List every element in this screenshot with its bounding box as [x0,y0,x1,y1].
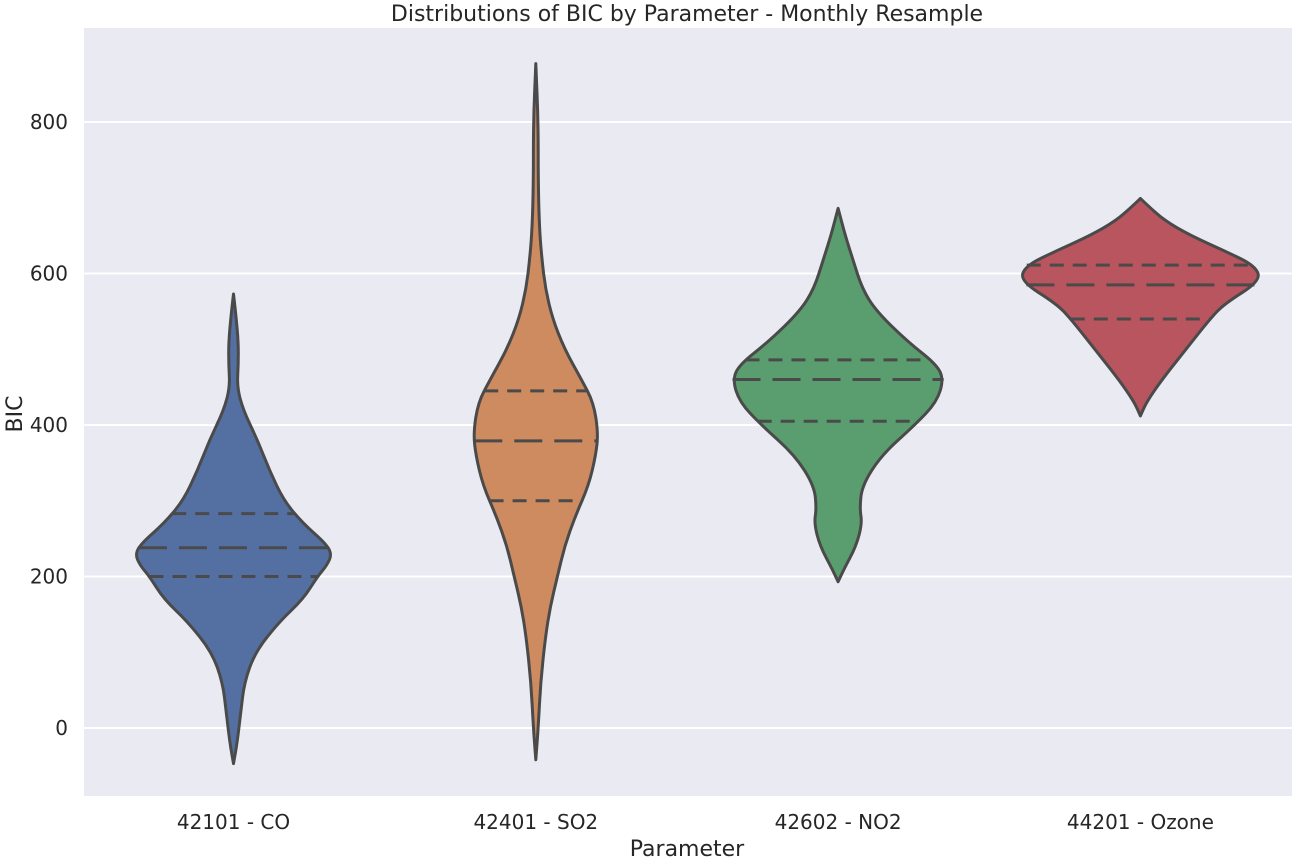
y-tick-label-0: 0 [55,716,68,740]
violin-3 [1021,197,1260,418]
violins [135,62,1260,766]
x-tick-label-0: 42101 - CO [177,810,290,834]
violin-body-3 [1021,197,1260,418]
x-tick-label-3: 44201 - Ozone [1067,810,1214,834]
x-tick-labels: 42101 - CO 42401 - SO2 42602 - NO2 44201 - … [177,810,1214,834]
y-tick-label-400: 400 [30,413,68,437]
y-tick-label-600: 600 [30,262,68,286]
violin-1 [472,62,599,762]
violin-body-0 [135,292,332,766]
x-axis-label: Parameter [630,837,745,862]
violin-0 [135,292,332,766]
violin-body-1 [472,62,599,762]
chart-title: Distributions of BIC by Parameter - Mont… [391,2,983,27]
plot-background [84,28,1292,796]
y-tick-labels: 0 200 400 600 800 [30,110,68,740]
y-tick-label-200: 200 [30,565,68,589]
y-axis-label: BIC [3,396,28,433]
x-tick-label-1: 42401 - SO2 [473,810,598,834]
y-tick-label-800: 800 [30,110,68,134]
violin-body-2 [732,206,944,584]
violin-2 [732,206,944,584]
x-tick-label-2: 42602 - NO2 [775,810,902,834]
